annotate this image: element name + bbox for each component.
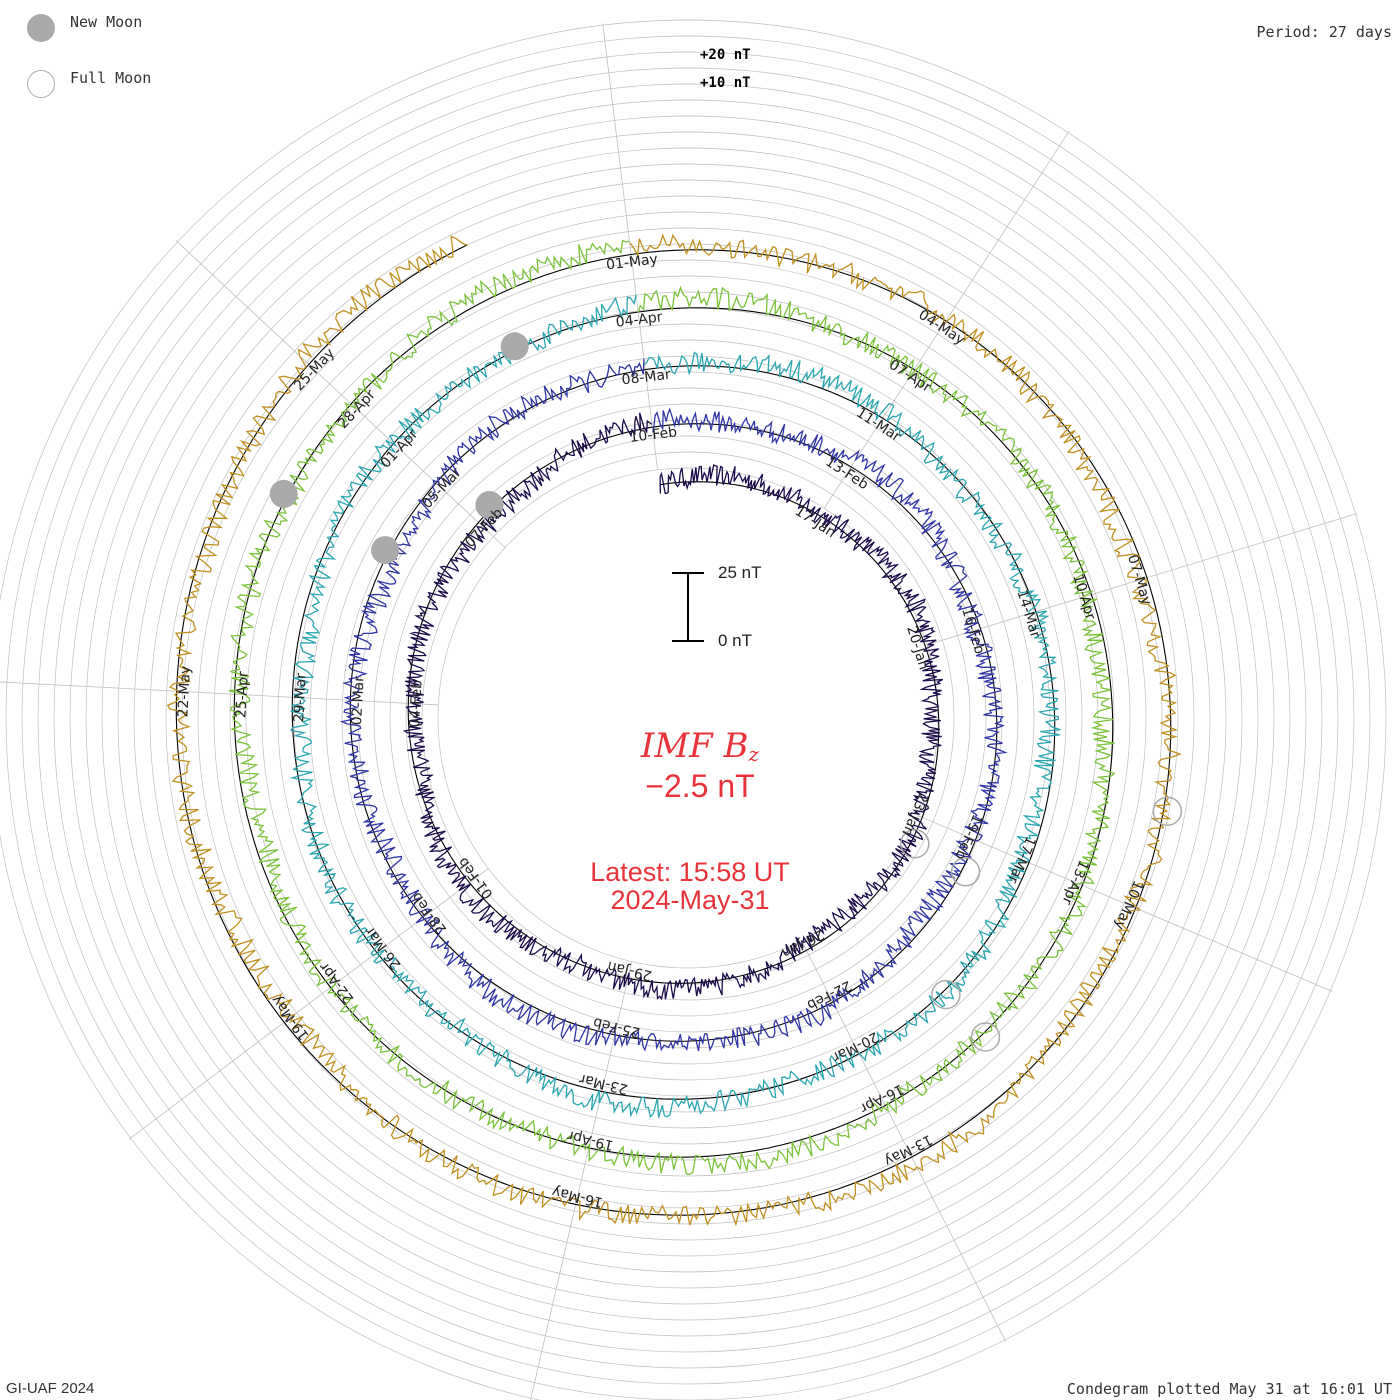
new-moon-legend-icon — [27, 14, 55, 42]
grid-circle — [165, 195, 1211, 1241]
date-label: 16-May — [550, 1183, 604, 1210]
grid-circle — [261, 291, 1115, 1145]
date-label: 22-May — [175, 665, 194, 718]
grid-circle — [309, 339, 1067, 1097]
grid-circle — [245, 275, 1131, 1161]
title-subscript: z — [748, 742, 760, 767]
full-moon-marker — [931, 979, 961, 1010]
grid-circle — [0, 19, 1387, 1400]
chart-title: IMF Bz −2.5 nT — [540, 726, 860, 805]
grid-circle — [5, 35, 1371, 1400]
grid-spoke — [0, 681, 439, 706]
reference-plus10-label: +10 nT — [700, 75, 751, 91]
zero-level-spiral — [175, 244, 1172, 1216]
bz-trace-2 — [339, 358, 1008, 1052]
legend-full-moon: Full Moon — [70, 69, 152, 87]
grid-spoke — [175, 240, 506, 548]
full-moon-marker — [1152, 796, 1183, 826]
date-label: 13-Feb — [822, 454, 871, 493]
legend-new-moon: New Moon — [70, 13, 143, 31]
date-label: 10-May — [1111, 878, 1146, 932]
date-label: 29-Mar — [291, 672, 310, 722]
grid-circle — [69, 99, 1307, 1337]
grid-circle — [85, 115, 1291, 1321]
title-main: IMF B — [640, 726, 749, 766]
grid-spoke — [917, 815, 1333, 992]
grid-circle — [229, 259, 1147, 1177]
date-label: 17-Mar — [1004, 834, 1038, 886]
grid-circle — [101, 131, 1275, 1305]
scale-bar-bottom-label: 0 nT — [718, 631, 753, 650]
date-label: 20-Mar — [830, 1028, 881, 1065]
new-moon-marker — [269, 479, 298, 508]
date-label: 26-Jan — [779, 926, 827, 961]
date-label: 16-Feb — [958, 606, 987, 656]
date-label: 11-Mar — [853, 405, 903, 445]
bz-trace-4 — [228, 239, 1116, 1175]
grid-circle — [197, 227, 1179, 1209]
grid-circle — [213, 243, 1163, 1193]
grid-circle — [149, 179, 1227, 1257]
new-moon-marker — [500, 332, 529, 361]
bz-trace-5 — [166, 233, 1182, 1227]
bz-trace-3 — [289, 294, 1061, 1119]
grid-circle — [405, 435, 971, 1001]
grid-circle — [357, 387, 1019, 1049]
latest-time: Latest: 15:58 UT — [590, 857, 790, 887]
latest-info: Latest: 15:58 UT 2024-May-31 — [520, 858, 860, 914]
date-label: 10-Apr — [1069, 572, 1098, 622]
grid-circle — [37, 67, 1339, 1369]
grid-circle — [293, 323, 1083, 1113]
period-label: Period: 27 days — [1256, 23, 1392, 41]
date-label: 08-Mar — [621, 367, 672, 389]
moon-markers — [269, 332, 1183, 1052]
date-label: 23-Jan — [899, 790, 931, 838]
date-label: 04-Apr — [615, 309, 664, 331]
scale-bar — [672, 572, 704, 642]
full-moon-marker — [970, 1022, 1001, 1052]
date-label: 01-May — [605, 251, 658, 273]
date-label: 04-May — [915, 307, 967, 349]
grid-circle — [133, 163, 1243, 1273]
full-moon-legend-icon — [27, 70, 55, 98]
latest-date: 2024-May-31 — [610, 885, 770, 915]
bz-traces — [166, 233, 1182, 1227]
date-label: 07-Apr — [886, 357, 934, 396]
grid-circle — [21, 51, 1355, 1385]
date-label: 04-Feb — [407, 679, 425, 728]
grid-circle — [117, 147, 1259, 1289]
full-moon-marker — [900, 828, 930, 859]
date-label: 17-Jan — [792, 503, 839, 541]
plotted-timestamp: Condegram plotted May 31 at 16:01 UT — [1066, 1380, 1392, 1398]
date-label: 01-Apr — [378, 426, 422, 471]
date-label: 07-May — [1124, 553, 1154, 607]
date-label: 29-Jan — [606, 958, 654, 984]
date-label: 25-Apr — [233, 671, 251, 719]
scale-bar-top-label: 25 nT — [718, 563, 762, 582]
chart-grid — [0, 19, 1387, 1400]
date-label: 13-May — [881, 1131, 934, 1169]
grid-circle — [437, 467, 939, 969]
current-value: −2.5 nT — [645, 768, 755, 805]
grid-spoke — [128, 868, 489, 1140]
grid-circle — [53, 83, 1323, 1353]
new-moon-marker — [475, 491, 504, 519]
full-moon-marker — [950, 857, 981, 887]
grid-circle — [277, 307, 1099, 1129]
date-label: 19-Feb — [951, 812, 984, 862]
reference-plus20-label: +20 nT — [700, 47, 751, 63]
date-label: 02-Mar — [349, 675, 368, 725]
new-moon-marker — [371, 536, 400, 565]
date-label: 19-Apr — [566, 1127, 615, 1153]
grid-spoke — [602, 23, 658, 470]
grid-spoke — [823, 130, 1070, 509]
credit-label: GI-UAF 2024 — [6, 1380, 95, 1397]
date-label: 10-Feb — [629, 424, 678, 446]
grid-circle — [325, 355, 1051, 1081]
grid-circle — [341, 371, 1035, 1065]
bz-trace-1 — [402, 412, 944, 1001]
